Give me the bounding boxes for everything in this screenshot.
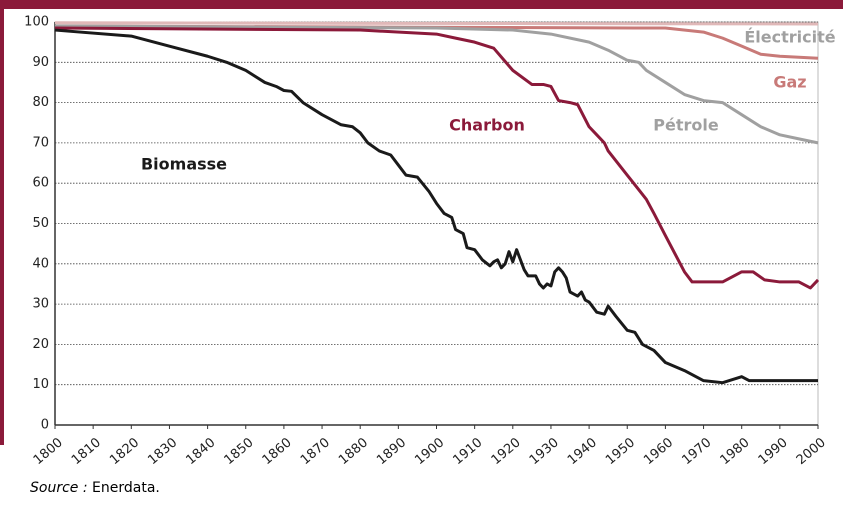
source-label: Source : xyxy=(30,480,88,496)
x-tick-label: 1830 xyxy=(145,435,180,468)
x-tick-label: 2000 xyxy=(794,435,829,468)
y-tick-label: 0 xyxy=(41,418,49,433)
x-tick-label: 1930 xyxy=(527,435,562,468)
y-tick-label: 60 xyxy=(32,176,49,191)
x-tick-label: 1990 xyxy=(756,435,791,468)
x-tick-label: 1960 xyxy=(641,435,676,468)
y-tick-label: 80 xyxy=(32,95,49,110)
series-line xyxy=(54,24,819,60)
y-tick-label: 30 xyxy=(32,297,49,312)
x-tick-label: 1880 xyxy=(336,435,371,468)
y-tick-label: 100 xyxy=(24,15,49,30)
series-label: Biomasse xyxy=(141,155,227,174)
x-tick-label: 1970 xyxy=(679,435,714,468)
y-tick-label: 10 xyxy=(32,377,49,392)
x-tick-label: 1900 xyxy=(412,435,447,468)
series-label: Gaz xyxy=(773,73,806,92)
x-tick-label: 1870 xyxy=(298,435,333,468)
series-label: Pétrole xyxy=(653,116,719,135)
series-label: Charbon xyxy=(449,116,525,135)
source-text: Enerdata. xyxy=(92,480,160,496)
series-line xyxy=(54,24,819,145)
left-border xyxy=(0,0,4,445)
series-line xyxy=(54,21,819,26)
x-tick-label: 1860 xyxy=(260,435,295,468)
x-tick-label: 1940 xyxy=(565,435,600,468)
series-label: Électricité xyxy=(744,28,835,47)
x-tick-label: 1820 xyxy=(107,435,142,468)
y-tick-label: 20 xyxy=(32,337,49,352)
y-tick-label: 70 xyxy=(32,135,49,150)
y-tick-label: 40 xyxy=(32,256,49,271)
series-line xyxy=(54,28,818,385)
source: Source : Enerdata. xyxy=(30,480,160,496)
header-bar xyxy=(0,0,843,9)
x-tick-label: 1840 xyxy=(183,435,218,468)
series-line xyxy=(54,26,820,290)
x-tick-label: 1980 xyxy=(718,435,753,468)
x-tick-label: 1910 xyxy=(450,435,485,468)
x-tick-label: 1890 xyxy=(374,435,409,468)
x-tick-label: 1810 xyxy=(69,435,104,468)
x-tick-label: 1850 xyxy=(222,435,257,468)
y-tick-label: 90 xyxy=(32,55,49,70)
x-tick-label: 1950 xyxy=(603,435,638,468)
x-tick-label: 1920 xyxy=(489,435,524,468)
y-tick-label: 50 xyxy=(32,216,49,231)
x-tick-label: 1800 xyxy=(31,435,66,468)
